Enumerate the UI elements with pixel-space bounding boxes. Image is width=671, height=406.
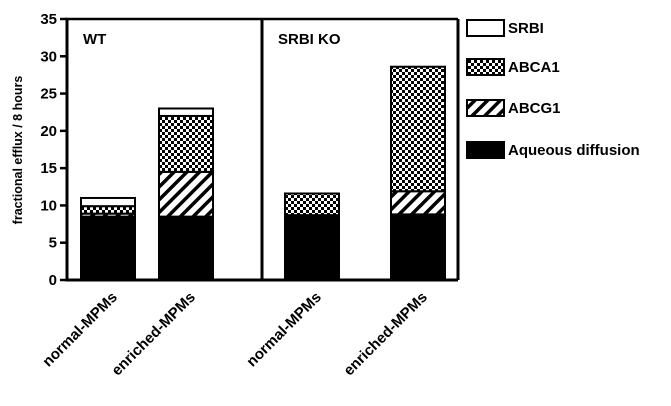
y-tick-label: 25 [40,86,57,103]
y-ticks: 0 5 10 15 20 25 30 35 [40,11,67,289]
legend-label: SRBI [508,20,544,37]
legend: SRBI ABCA1 ABCG1 Aqueous diffusion [466,19,640,159]
legend-swatch-srbi [466,19,505,37]
panel-label-wt: WT [83,31,106,48]
bar-segment-aqueous-diffusion [390,213,446,281]
bar-segment-srbi [80,196,136,208]
legend-swatch-aqueous-diffusion [466,141,505,159]
bar-segment-aqueous-diffusion [158,215,214,282]
y-tick-label: 10 [40,197,57,214]
bar-segment-abcg1 [158,170,214,218]
bar-segment-aqueous-diffusion [80,215,136,282]
category-label: enriched-MPMs [340,289,430,379]
bar-segment-abca1 [158,114,214,173]
panel-label-srbi-ko: SRBI KO [278,31,341,48]
bar-segment-abca1 [80,205,136,215]
y-tick-label: 20 [40,123,57,140]
legend-swatch-abca1 [466,58,505,76]
category-label: enriched-MPMs [108,289,198,379]
bars [80,65,446,282]
y-tick-label: 15 [40,160,57,177]
y-tick-label: 5 [49,235,57,252]
y-tick-label: 35 [40,11,57,28]
legend-label: ABCG1 [508,100,561,117]
category-label: normal-MPMs [243,289,325,371]
legend-label: Aqueous diffusion [508,142,640,159]
bar-segment-abca1 [284,192,340,217]
bar-segment-srbi [158,107,214,117]
y-tick-label: 0 [49,272,57,289]
y-axis-label: fractional efflux / 8 hours [11,76,25,225]
legend-swatch-abcg1 [466,99,505,117]
bar-segment-abcg1 [390,190,446,216]
category-label: normal-MPMs [39,289,121,371]
y-tick-label: 30 [40,48,57,65]
bar-segment-aqueous-diffusion [284,214,340,282]
bar-segment-abca1 [390,65,446,193]
legend-label: ABCA1 [508,59,560,76]
